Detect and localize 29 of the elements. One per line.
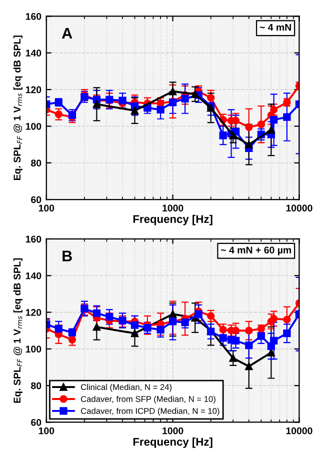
y-tick-label: 140 bbox=[26, 272, 42, 280]
x-tick-label: 10000 bbox=[286, 204, 312, 212]
y-tick-label: 120 bbox=[26, 86, 42, 94]
legend-label: Clinical (Median, N = 24) bbox=[80, 384, 172, 392]
y-tick-label: 60 bbox=[31, 196, 42, 204]
x-tick-label: 1000 bbox=[162, 427, 184, 434]
y-tick-label: 160 bbox=[26, 236, 42, 243]
y-tick-label: 100 bbox=[26, 346, 42, 353]
x-tick-label: 10000 bbox=[286, 427, 312, 434]
x-tick-label: 100 bbox=[38, 427, 54, 434]
y-axis-title: Eq. SPL$_{FF}$ @ 1 V$_{rms}$ [eq dB SPL] bbox=[13, 36, 22, 180]
legend-label: Cadaver, from ICPD (Median, N = 10) bbox=[80, 408, 220, 416]
annotation: ~ 4 mN + 60 µm bbox=[221, 246, 292, 256]
y-tick-label: 80 bbox=[31, 382, 42, 390]
x-tick-label: 1000 bbox=[162, 204, 184, 212]
y-tick-label: 160 bbox=[26, 12, 42, 20]
y-tick-label: 120 bbox=[26, 309, 42, 316]
y-axis-title: Eq. SPL$_{FF}$ @ 1 V$_{rms}$ [eq dB SPL] bbox=[13, 258, 22, 403]
annotation: B bbox=[62, 250, 72, 262]
y-tick-label: 60 bbox=[31, 418, 42, 426]
x-axis-title: Frequency [Hz] bbox=[133, 214, 212, 226]
y-tick-label: 100 bbox=[26, 122, 42, 130]
y-tick-label: 140 bbox=[26, 50, 42, 57]
x-tick-label: 100 bbox=[38, 204, 54, 212]
annotation: ~ 4 mN bbox=[260, 24, 291, 31]
legend-label: Cadaver, from SFP (Median, N = 10) bbox=[80, 396, 216, 404]
x-axis-title: Frequency [Hz] bbox=[133, 438, 212, 448]
annotation: A bbox=[62, 28, 72, 39]
y-tick-label: 80 bbox=[31, 160, 42, 166]
